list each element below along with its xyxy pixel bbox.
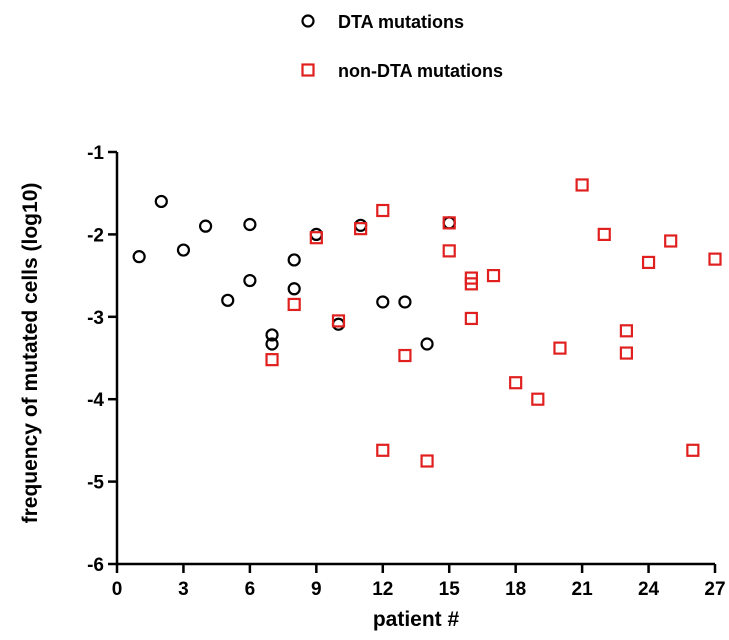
- y-tick-label: -1: [87, 143, 104, 164]
- non-dta-point: [265, 353, 279, 367]
- dta-point: [376, 295, 390, 309]
- dta-point: [398, 295, 412, 309]
- legend-circle-marker: [301, 14, 315, 28]
- y-tick-label: -5: [87, 473, 104, 494]
- dta-point: [243, 217, 257, 232]
- non-dta-point: [442, 244, 456, 258]
- dta-point: [420, 337, 434, 351]
- non-dta-point: [442, 216, 456, 230]
- x-tick-label: 24: [638, 579, 660, 600]
- non-dta-point: [619, 324, 634, 338]
- y-tick-label: -4: [87, 390, 104, 411]
- legend-label: DTA mutations: [338, 12, 464, 32]
- non-dta-point: [708, 252, 722, 266]
- non-dta-point: [664, 234, 678, 248]
- non-dta-point: [420, 454, 434, 468]
- non-dta-point: [509, 376, 523, 390]
- x-tick-label: 6: [245, 579, 256, 600]
- x-tick-label: 3: [178, 579, 189, 600]
- non-dta-point: [376, 443, 390, 457]
- dta-point: [442, 216, 456, 230]
- non-dta-point: [641, 255, 656, 270]
- dta-point: [309, 227, 323, 241]
- non-dta-point: [619, 346, 634, 360]
- x-tick-label: 12: [372, 579, 393, 600]
- legend: DTA mutations non-DTA mutations: [301, 12, 503, 81]
- dta-point: [176, 243, 191, 257]
- non-dta-point: [464, 277, 478, 291]
- non-dta-point: [287, 297, 301, 312]
- x-tick-label: 15: [439, 579, 461, 600]
- non-dta-point: [398, 348, 412, 363]
- non-dta-point: [597, 227, 611, 241]
- legend-square-marker: [301, 63, 315, 77]
- dta-point: [243, 273, 257, 288]
- y-tick-label: -2: [87, 225, 104, 246]
- non-dta-point: [575, 178, 589, 192]
- series-non-dta: [265, 178, 722, 468]
- x-tick-label: 21: [572, 579, 594, 600]
- dta-point: [265, 337, 279, 351]
- x-axis-title: patient #: [373, 608, 460, 631]
- series-dta: [132, 194, 456, 351]
- dta-point: [265, 328, 279, 342]
- x-tick-label: 27: [704, 579, 725, 600]
- non-dta-point: [531, 392, 545, 406]
- dta-point: [287, 253, 301, 267]
- dta-point: [287, 282, 301, 296]
- non-dta-point: [354, 222, 368, 236]
- non-dta-point: [553, 341, 567, 355]
- axes: -1 -2 -3 -4 -5 -6 0 3 6 9 12 15 18 21 24 27: [87, 143, 725, 600]
- dta-point: [154, 194, 168, 209]
- data-points: [132, 178, 722, 468]
- x-tick-label: 9: [311, 579, 322, 600]
- non-dta-point: [376, 203, 390, 218]
- legend-label: non-DTA mutations: [338, 61, 503, 81]
- non-dta-point: [486, 269, 501, 283]
- dta-point: [331, 317, 346, 331]
- non-dta-point: [686, 443, 700, 457]
- y-axis-title: frequency of mutated cells (log10): [19, 183, 42, 524]
- y-tick-label: -6: [87, 555, 104, 576]
- dta-point: [132, 250, 146, 264]
- x-tick-label: 0: [112, 579, 123, 600]
- dta-point: [221, 293, 235, 307]
- non-dta-point: [331, 314, 346, 328]
- non-dta-point: [309, 231, 323, 245]
- dta-point: [198, 219, 213, 233]
- dta-point: [354, 218, 368, 232]
- y-tick-label: -3: [87, 308, 104, 329]
- non-dta-point: [464, 311, 478, 326]
- x-tick-label: 18: [505, 579, 526, 600]
